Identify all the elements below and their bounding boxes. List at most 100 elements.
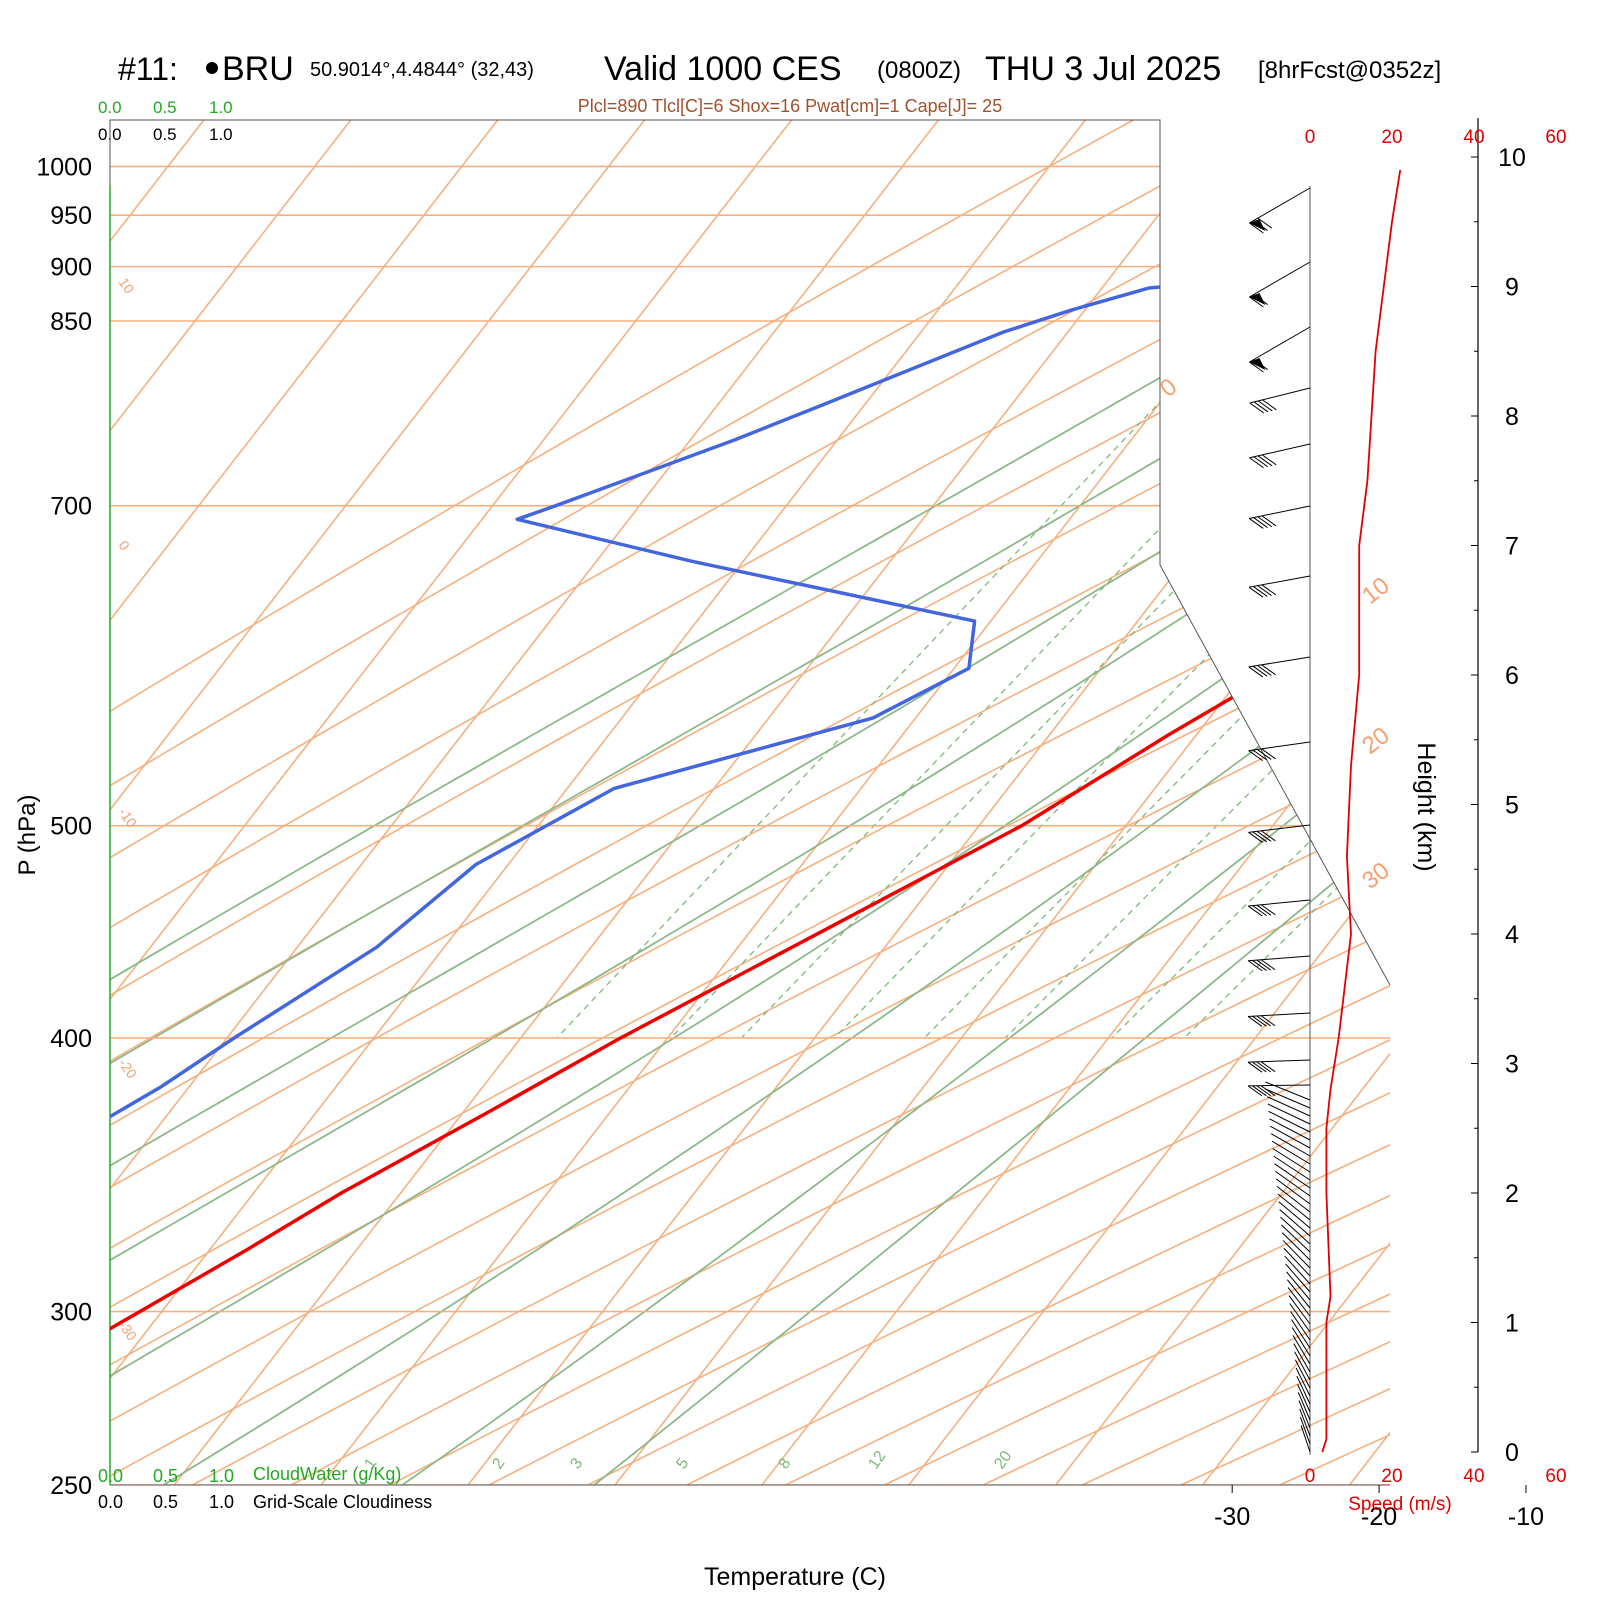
isotherm [110, 120, 793, 1485]
wind-barb [1289, 1303, 1311, 1333]
dry-adiabat [110, 120, 1390, 1485]
mixing-ratio-label: 20 [991, 1448, 1015, 1472]
wind-barb [1247, 1059, 1311, 1073]
dry-adiabat [110, 120, 1390, 1485]
wind-barbs [1247, 186, 1311, 1455]
speed-tick-label: 0 [1305, 127, 1316, 148]
wind-barb [1267, 1103, 1311, 1125]
station-id: #11: [118, 51, 178, 87]
dry-adiabat [110, 120, 1390, 1485]
wind-barb [1272, 1148, 1311, 1173]
wind-barb [1266, 1088, 1311, 1109]
isotherm [110, 120, 646, 1485]
indices-line: Plcl=890 Tlcl[C]=6 Shox=16 Pwat[cm]=1 Ca… [578, 96, 1002, 116]
dry-adiabat [110, 120, 1390, 1485]
wind-barb [1290, 1311, 1311, 1341]
speed-tick-label: 20 [1381, 1466, 1402, 1487]
height-tick-label: 7 [1505, 533, 1519, 561]
wind-barb [1269, 1118, 1311, 1141]
dry-adiabat [389, 120, 1390, 1485]
speed-tick-label: 0 [1305, 1466, 1316, 1487]
valid-z: (0800Z) [877, 57, 961, 84]
pressure-tick-label: 950 [50, 202, 92, 230]
isotherm-label: 0 [1155, 373, 1182, 403]
height-tick-label: 2 [1505, 1180, 1519, 1208]
cloudwater-tick: 0.0 [98, 98, 122, 117]
cloudwater-tick: 0.0 [98, 1466, 123, 1486]
cloudiness-tick: 1.0 [209, 125, 233, 144]
wind-barb [1249, 187, 1311, 234]
height-tick-label: 8 [1505, 403, 1519, 431]
wind-barb [1277, 1193, 1311, 1221]
wind-barb [1247, 1012, 1311, 1027]
wind-barb [1287, 1287, 1311, 1317]
isotherm-label: 10 [1357, 572, 1395, 610]
mixing-ratio-line [741, 120, 1390, 1039]
isotherm [1348, 120, 1390, 1485]
height-tick-label: 3 [1505, 1051, 1519, 1079]
isotherm-label: 10 [116, 275, 138, 297]
wind-barb [1280, 1216, 1311, 1245]
pressure-tick-label: 850 [50, 308, 92, 336]
isotherm-label: 20 [1357, 722, 1395, 760]
pressure-tick-label: 300 [50, 1299, 92, 1327]
wind-barb [1249, 261, 1311, 308]
speed-tick-label: 60 [1545, 127, 1566, 148]
mixing-ratio-line [1111, 120, 1390, 1039]
mixing-ratio-label: 12 [865, 1448, 889, 1472]
pressure-tick-label: 700 [50, 493, 92, 521]
background-lines [110, 120, 1390, 1485]
wind-barb [1275, 1170, 1311, 1197]
moist-adiabat [110, 120, 1390, 1485]
wind-barb [1292, 1335, 1311, 1365]
moist-adiabat [593, 120, 1390, 1485]
dry-adiabat [110, 120, 1390, 1485]
station-dot-icon [206, 62, 218, 74]
mixing-ratio-label: 8 [775, 1455, 794, 1472]
valid-date: THU 3 Jul 2025 [985, 50, 1221, 88]
height-tick-label: 4 [1505, 921, 1519, 949]
height-axis-title: Height (km) [1412, 742, 1440, 871]
isotherm [614, 120, 1390, 1485]
isotherm [110, 120, 352, 1485]
wind-barb [1286, 1279, 1311, 1309]
cloudiness-tick: 0.0 [98, 1492, 123, 1512]
pressure-tick-label: 500 [50, 813, 92, 841]
wind-barb [1270, 1125, 1311, 1149]
wind-barb [1298, 1400, 1311, 1429]
mixing-ratio-label: 5 [673, 1455, 692, 1472]
mixing-ratio-line [1183, 120, 1390, 1039]
wind-barb [1248, 505, 1311, 529]
y-axis-title: P (hPa) [14, 795, 41, 876]
height-tick-label: 5 [1505, 792, 1519, 820]
wind-barb [1248, 899, 1311, 917]
speed-tick-label: 20 [1381, 127, 1402, 148]
wind-barb [1291, 1319, 1311, 1349]
wind-barb [1271, 1140, 1311, 1165]
height-tick-label: 1 [1505, 1310, 1519, 1338]
wind-speed-line [1321, 169, 1402, 1453]
isotherm [467, 120, 1390, 1485]
plot-frame [109, 119, 1391, 1486]
wind-barb [1296, 1375, 1311, 1405]
pressure-tick-label: 250 [50, 1472, 92, 1500]
cloudiness-tick: 0.5 [153, 125, 177, 144]
isotherm-label: 0 [116, 538, 134, 554]
cloudwater-tick: 1.0 [209, 1466, 234, 1486]
pressure-tick-label: 1000 [36, 153, 92, 181]
mixing-ratio-label: 3 [567, 1455, 586, 1472]
pressure-tick-label: 900 [50, 254, 92, 282]
wind-barb [1297, 1384, 1311, 1413]
mixing-ratio-line [670, 120, 1390, 1039]
wind-barb [1299, 1416, 1311, 1445]
isotherm-label: -10 [116, 805, 141, 831]
wind-barb [1295, 1367, 1311, 1397]
dry-adiabat [110, 120, 1134, 1485]
dry-adiabat [110, 120, 1390, 1485]
wind-barb [1286, 1271, 1311, 1301]
wind-barb [1268, 1110, 1311, 1133]
wind-barb [1299, 1408, 1311, 1437]
wind-barb [1248, 741, 1311, 762]
isotherm [908, 120, 1390, 1485]
